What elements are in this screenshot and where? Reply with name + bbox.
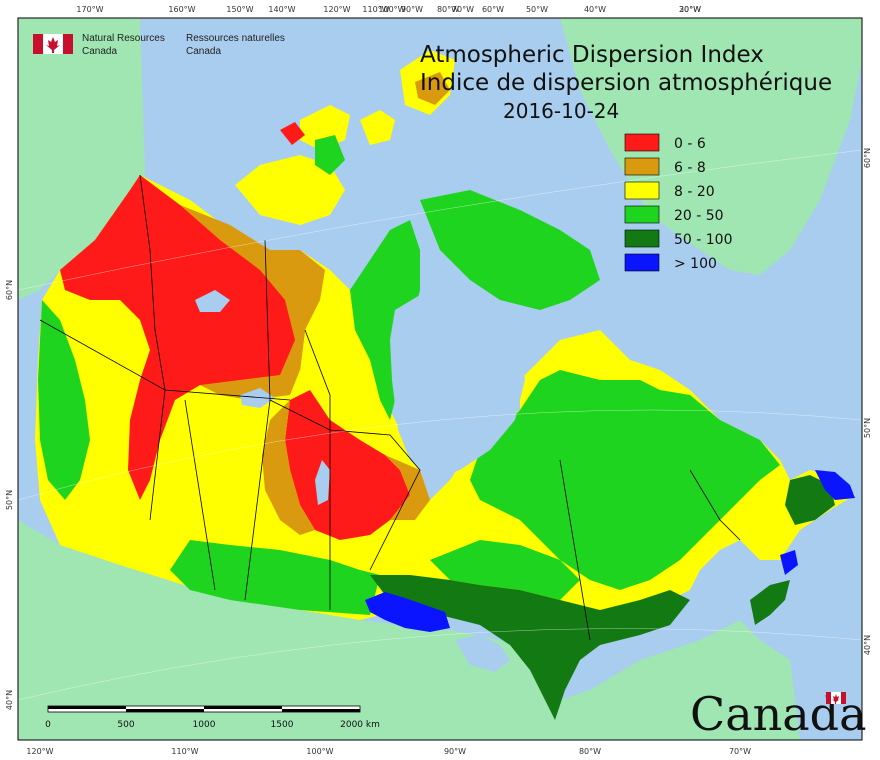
region-green-lakes <box>430 540 580 600</box>
top-tick-label: 150°W <box>226 5 253 14</box>
region-blue-newfoundland <box>815 470 855 500</box>
wordmark-flag-icon <box>826 692 846 704</box>
scale-label: 0 <box>45 720 51 730</box>
region-red-central <box>285 390 410 540</box>
region-green-east <box>470 370 780 590</box>
top-tick-label: 90°W <box>401 5 423 14</box>
canada-flag-icon <box>33 34 73 54</box>
arctic-island-7 <box>360 110 395 145</box>
top-tick-label: 170°W <box>76 5 103 14</box>
region-orange-central <box>262 400 315 535</box>
agency-french-line2: Canada <box>186 46 221 57</box>
agency-english-line1: Natural Resources <box>82 33 165 44</box>
region-orange-northwest <box>180 205 325 400</box>
region-darkgreen-newfoundland <box>785 475 835 525</box>
scale-label: 1000 <box>193 720 216 730</box>
top-tick-label: 160°W <box>168 5 195 14</box>
bottom-tick-label: 120°W <box>26 747 53 756</box>
scale-label: 500 <box>117 720 134 730</box>
region-green-north <box>350 220 420 420</box>
graticule <box>18 149 862 701</box>
region-green-westcoast <box>38 300 90 500</box>
left-tick-label: 40°N <box>5 690 14 710</box>
great-lakes <box>455 635 510 672</box>
usa-land <box>18 520 800 740</box>
right-tick-label: 60°N <box>863 148 872 168</box>
map-frame <box>17 17 863 741</box>
top-tick-label: 60°W <box>482 5 504 14</box>
arctic-island-6 <box>315 135 345 175</box>
legend-label: 0 - 6 <box>674 136 706 152</box>
top-tick-label: 50°W <box>526 5 548 14</box>
title-french: Indice de dispersion atmosphérique <box>420 70 832 96</box>
region-blue-ontario <box>365 592 450 632</box>
legend-swatch <box>624 253 660 272</box>
left-tick-label: 60°N <box>5 280 14 300</box>
canada-wordmark: Canada <box>690 687 867 741</box>
scale-label: 2000 km <box>340 720 380 730</box>
scale-bar: 0 500 1000 1500 2000 km <box>45 705 380 730</box>
top-tick-label: 100°W <box>378 5 405 14</box>
bottom-tick-label: 80°W <box>579 747 601 756</box>
arctic-island-4 <box>415 72 450 105</box>
region-darkgreen-maritimes <box>750 580 790 625</box>
legend-label: 6 - 8 <box>674 160 706 176</box>
top-tick-label: 40°W <box>584 5 606 14</box>
lake-winnipeg <box>315 460 330 505</box>
top-tick-label: 110°W <box>362 5 389 14</box>
left-tick-label: 50°N <box>5 490 14 510</box>
agency-logo: Natural Resources Canada Ressources natu… <box>33 33 285 57</box>
top-tick-label: 80°W <box>437 5 459 14</box>
legend-swatch <box>624 133 660 152</box>
agency-french-line1: Ressources naturelles <box>186 33 285 44</box>
left-tick-labels: 60°N 50°N 40°N <box>5 280 14 710</box>
alaska-land <box>18 18 145 300</box>
title-date: 2016-10-24 <box>503 99 619 123</box>
bottom-tick-label: 100°W <box>306 747 333 756</box>
top-tick-label: 70°W <box>452 5 474 14</box>
top-tick-label: 30°W <box>679 5 701 14</box>
region-green-baffin <box>420 190 600 310</box>
scale-label: 1500 <box>271 720 294 730</box>
top-tick-label: 140°W <box>268 5 295 14</box>
legend-swatch <box>624 157 660 176</box>
right-tick-label: 50°N <box>863 418 872 438</box>
legend-label: > 100 <box>674 256 717 272</box>
legend-swatch <box>624 181 660 200</box>
greenland-land <box>560 18 862 275</box>
great-bear-lake <box>195 290 230 312</box>
bottom-tick-label: 90°W <box>444 747 466 756</box>
arctic-island-1 <box>235 155 345 225</box>
legend-swatch <box>624 205 660 224</box>
title-english: Atmospheric Dispersion Index <box>420 42 764 68</box>
bottom-tick-label: 110°W <box>171 747 198 756</box>
right-tick-label: 40°N <box>863 635 872 655</box>
great-slave-lake <box>240 388 275 408</box>
top-tick-label: 120°W <box>323 5 350 14</box>
region-darkgreen-south <box>370 575 690 720</box>
right-tick-labels: 60°N 50°N 40°N <box>863 148 872 655</box>
top-tick-label: 20°W <box>679 5 701 14</box>
legend: 0 - 6 6 - 8 8 - 20 20 - 50 50 - 100 > 100 <box>624 133 733 272</box>
hudson-bay <box>390 295 525 480</box>
legend-label: 20 - 50 <box>674 208 724 224</box>
region-blue-capebreton <box>780 550 798 575</box>
legend-swatch <box>624 229 660 248</box>
arctic-island-5 <box>280 122 305 145</box>
scale-labels: 0 500 1000 1500 2000 km <box>45 720 380 730</box>
legend-label: 50 - 100 <box>674 232 733 248</box>
legend-label: 8 - 20 <box>674 184 715 200</box>
region-green-south <box>170 540 380 615</box>
bottom-tick-label: 70°W <box>729 747 751 756</box>
provincial-borders <box>39 174 741 641</box>
agency-english-line2: Canada <box>82 46 117 57</box>
bottom-tick-labels: 120°W 110°W 100°W 90°W 80°W 70°W <box>26 747 751 756</box>
arctic-island-2 <box>300 105 350 150</box>
region-orange-east-prairie <box>385 455 430 520</box>
